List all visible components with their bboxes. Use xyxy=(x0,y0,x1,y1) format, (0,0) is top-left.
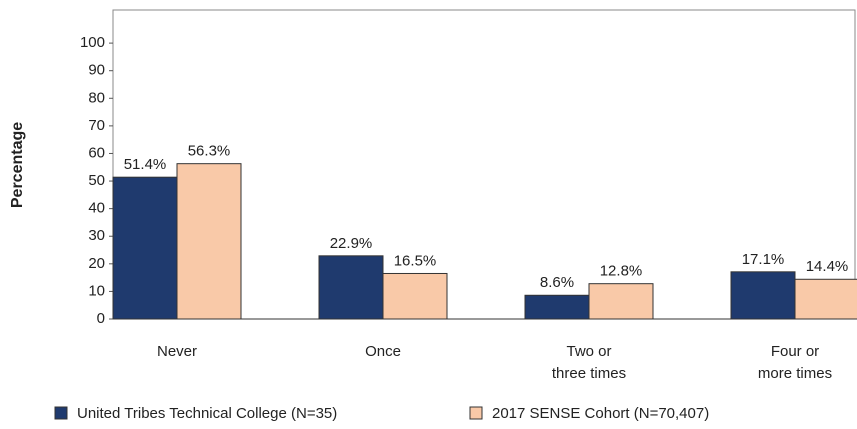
legend-swatch xyxy=(469,406,483,420)
y-tick-label: 30 xyxy=(88,227,105,244)
value-label: 51.4% xyxy=(124,156,167,173)
y-tick-label: 20 xyxy=(88,255,105,272)
bar xyxy=(382,272,448,320)
y-tick-label: 40 xyxy=(88,200,105,217)
x-tick-label: Once xyxy=(365,343,401,360)
y-tick-label: 50 xyxy=(88,172,105,189)
bar xyxy=(730,271,796,320)
value-label: 12.8% xyxy=(600,263,643,280)
bar xyxy=(112,176,178,320)
x-tick-label: Two or three times xyxy=(552,343,626,382)
legend-swatch xyxy=(54,406,68,420)
bar xyxy=(588,283,654,320)
value-label: 17.1% xyxy=(742,251,785,268)
x-tick-label: Four or more times xyxy=(758,343,832,382)
value-label: 22.9% xyxy=(330,235,373,252)
bar xyxy=(794,278,857,320)
y-tick-label: 90 xyxy=(88,62,105,79)
bar xyxy=(318,255,384,320)
value-label: 16.5% xyxy=(394,252,437,269)
value-label: 14.4% xyxy=(806,258,849,275)
y-tick-label: 60 xyxy=(88,144,105,161)
value-label: 8.6% xyxy=(540,274,574,291)
bar xyxy=(524,294,590,320)
y-tick-label: 100 xyxy=(80,34,105,51)
y-tick-label: 80 xyxy=(88,89,105,106)
x-tick-label: Never xyxy=(157,343,197,360)
legend-label: United Tribes Technical College (N=35) xyxy=(77,405,337,422)
y-tick-label: 70 xyxy=(88,117,105,134)
value-label: 56.3% xyxy=(188,143,231,160)
legend-label: 2017 SENSE Cohort (N=70,407) xyxy=(492,405,709,422)
y-tick-label: 0 xyxy=(97,310,105,327)
y-tick-label: 10 xyxy=(88,282,105,299)
y-axis-label: Percentage xyxy=(9,122,26,208)
bar xyxy=(176,163,242,320)
